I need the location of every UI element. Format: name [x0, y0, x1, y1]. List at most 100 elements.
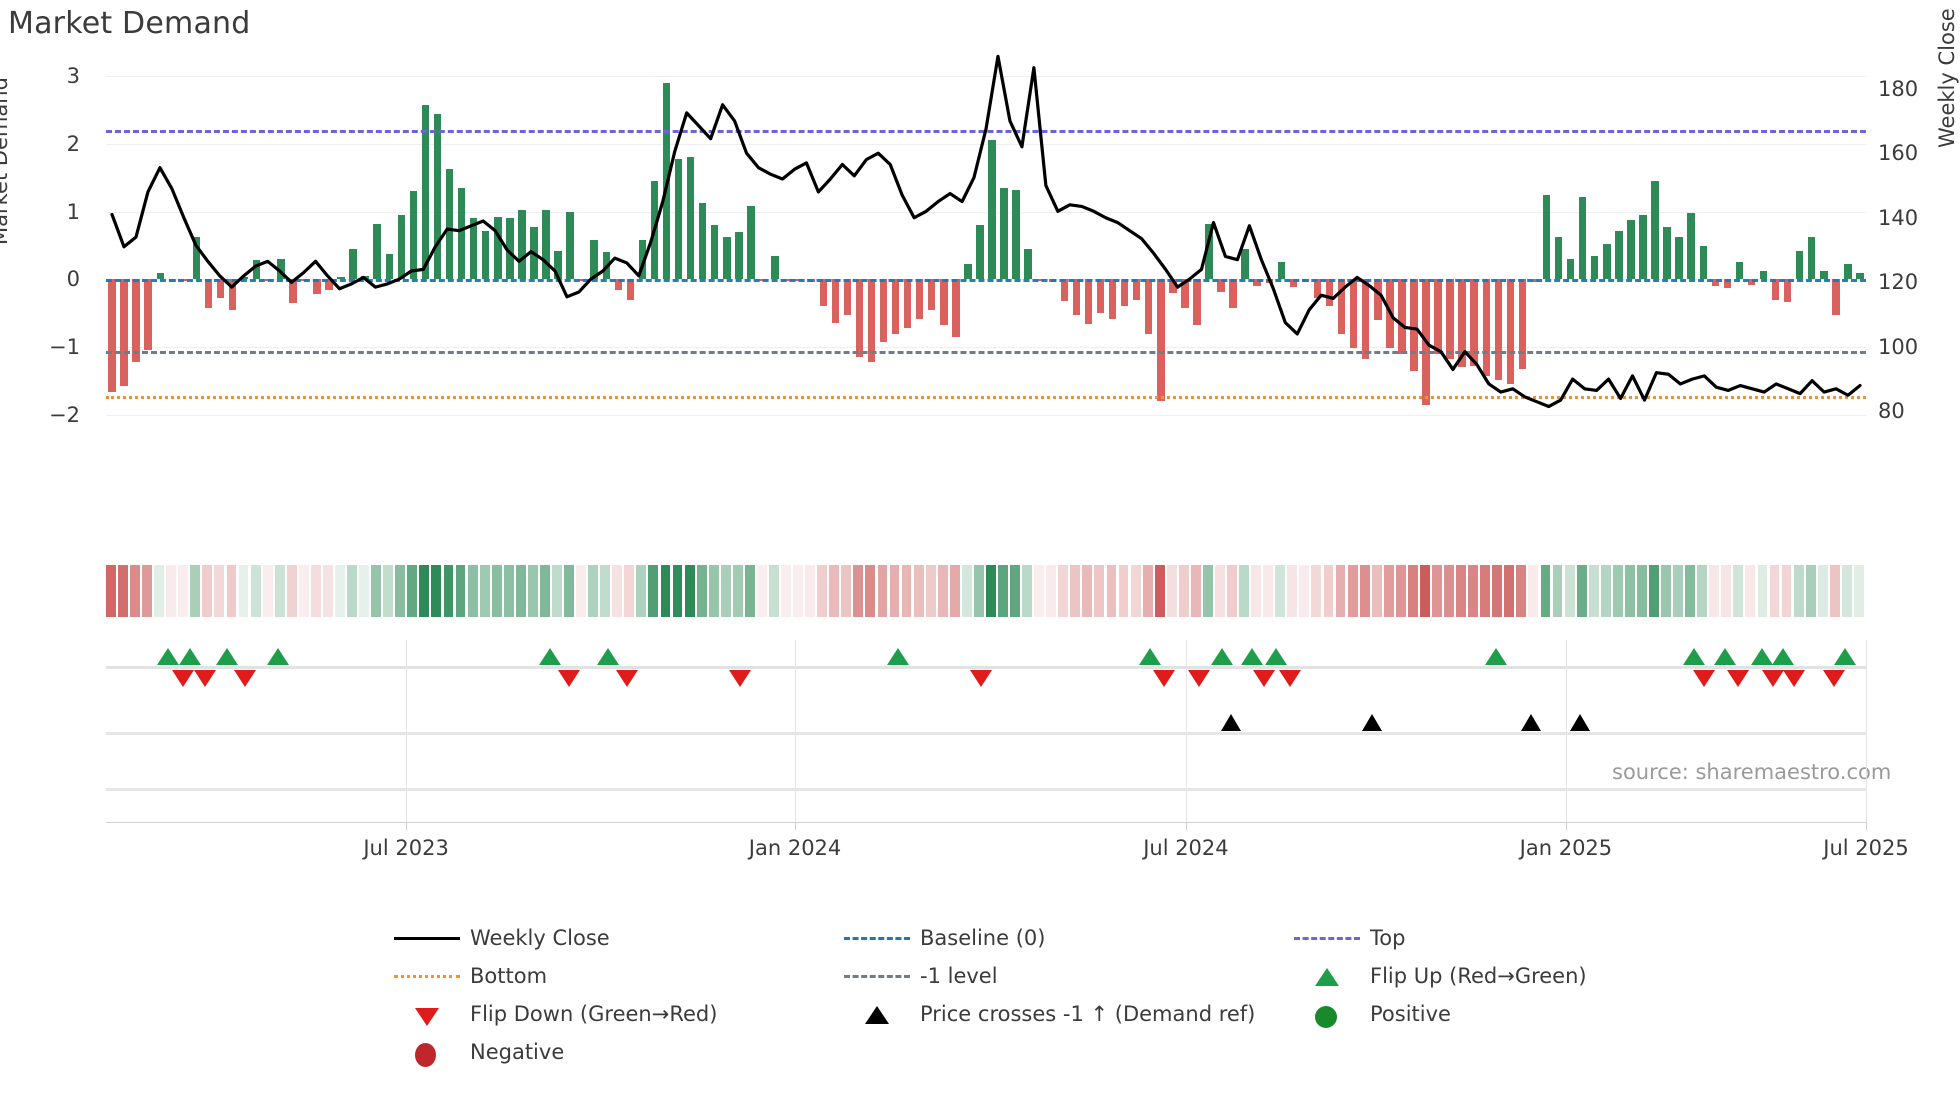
demand-bar — [277, 259, 285, 280]
demand-bar — [1711, 279, 1720, 287]
heat-cell — [1781, 565, 1792, 617]
heat-cell — [588, 565, 599, 617]
demand-bar — [494, 217, 502, 280]
heat-cell — [383, 565, 394, 617]
marker-rule-flip — [106, 666, 1866, 669]
heat-cell — [889, 565, 900, 617]
heat-cell — [226, 565, 237, 617]
demand-bar — [1566, 259, 1575, 280]
baseline-zero-line — [106, 279, 1866, 283]
heat-cell — [1793, 565, 1804, 617]
heat-cell — [829, 565, 840, 617]
heat-cell — [708, 565, 719, 617]
legend-item[interactable]: Flip Up (Red→Green) — [1290, 963, 1587, 989]
gridline — [106, 347, 1866, 349]
heat-cell — [431, 565, 442, 617]
heat-cell — [443, 565, 454, 617]
heat-cell — [274, 565, 285, 617]
weekly-close-path — [110, 54, 1862, 409]
demand-bar — [325, 279, 333, 290]
demand-bar — [1325, 279, 1334, 307]
demand-bar — [964, 264, 972, 280]
price-cross-marker — [1221, 714, 1242, 731]
demand-bar — [433, 114, 442, 280]
legend-item[interactable]: Positive — [1290, 1001, 1451, 1028]
heat-cell — [564, 565, 574, 617]
demand-bar — [771, 255, 779, 280]
demand-bar — [1157, 279, 1165, 402]
legend-item[interactable]: Bottom — [390, 963, 547, 989]
heat-cell — [1456, 565, 1466, 617]
demand-bar — [952, 279, 960, 337]
legend-item[interactable]: Weekly Close — [390, 925, 610, 951]
x-tick-label: Jan 2025 — [1519, 836, 1613, 860]
demand-bar — [1458, 279, 1466, 368]
x-tick-label: Jul 2023 — [363, 836, 449, 860]
legend-item[interactable]: Price crosses -1 ↑ (Demand ref) — [840, 1001, 1255, 1027]
demand-bar — [1398, 279, 1406, 354]
heat-cell — [503, 565, 514, 617]
flip-down-marker — [1782, 670, 1805, 687]
month-vertical-tick — [406, 640, 408, 822]
demand-bar — [506, 218, 514, 280]
demand-bar — [1181, 279, 1189, 308]
heat-cell — [1022, 565, 1033, 617]
heat-cell — [1058, 565, 1069, 617]
flip-up-marker — [216, 648, 239, 665]
heat-cell — [720, 565, 731, 617]
month-vertical-tick — [1185, 640, 1188, 822]
heat-cell — [660, 565, 671, 617]
heat-cell — [1118, 565, 1129, 617]
heat-cell — [1841, 565, 1852, 617]
demand-bar — [1856, 272, 1864, 280]
baseline-line-icon — [844, 937, 910, 940]
heat-cell — [1745, 565, 1756, 617]
heat-cell — [1395, 565, 1406, 617]
demand-bar — [879, 279, 888, 342]
demand-bar — [1169, 279, 1177, 293]
price-cross-marker — [1569, 714, 1590, 731]
demand-bar — [1072, 279, 1081, 315]
legend-glyph — [390, 1039, 464, 1067]
demand-bar — [1361, 279, 1370, 360]
demand-bar — [156, 272, 164, 280]
demand-bar — [1723, 279, 1732, 289]
demand-bar — [1096, 279, 1105, 314]
demand-bar — [192, 237, 201, 280]
legend-item[interactable]: Negative — [390, 1039, 564, 1067]
x-tick-mark — [1565, 822, 1568, 830]
flip-down-marker — [1152, 670, 1175, 687]
legend-item[interactable]: Flip Down (Green→Red) — [390, 1001, 717, 1027]
heat-cell — [865, 565, 876, 617]
legend-item[interactable]: Top — [1290, 925, 1405, 951]
demand-bar — [590, 240, 598, 280]
heat-cell — [1576, 565, 1587, 617]
gridline — [106, 143, 1866, 145]
heat-cell — [118, 565, 128, 617]
heat-cell — [684, 565, 695, 617]
demand-bar — [940, 279, 948, 326]
heat-cell — [576, 565, 586, 617]
demand-bar — [313, 279, 321, 295]
heat-cell — [1673, 565, 1683, 617]
heat-cell — [672, 565, 683, 617]
legend-glyph — [1290, 925, 1364, 951]
demand-bar — [1241, 248, 1249, 280]
heat-cell — [190, 565, 201, 617]
right-tick-label: 180 — [1878, 76, 1919, 101]
heat-cell — [479, 565, 490, 617]
heat-cell — [1769, 565, 1780, 617]
heat-cell — [262, 565, 273, 617]
heat-cell — [1661, 565, 1671, 617]
positive-dot-icon — [1315, 1006, 1337, 1028]
demand-bar — [819, 279, 827, 307]
flip-up-marker — [1714, 648, 1737, 665]
legend-item[interactable]: Baseline (0) — [840, 925, 1045, 951]
legend-item[interactable]: -1 level — [840, 963, 998, 989]
demand-bar — [409, 191, 418, 280]
demand-bar — [1651, 181, 1659, 280]
demand-bar — [373, 223, 381, 280]
demand-bar — [469, 218, 478, 280]
right-tick-label: 120 — [1878, 270, 1919, 295]
heat-cell — [986, 565, 996, 617]
